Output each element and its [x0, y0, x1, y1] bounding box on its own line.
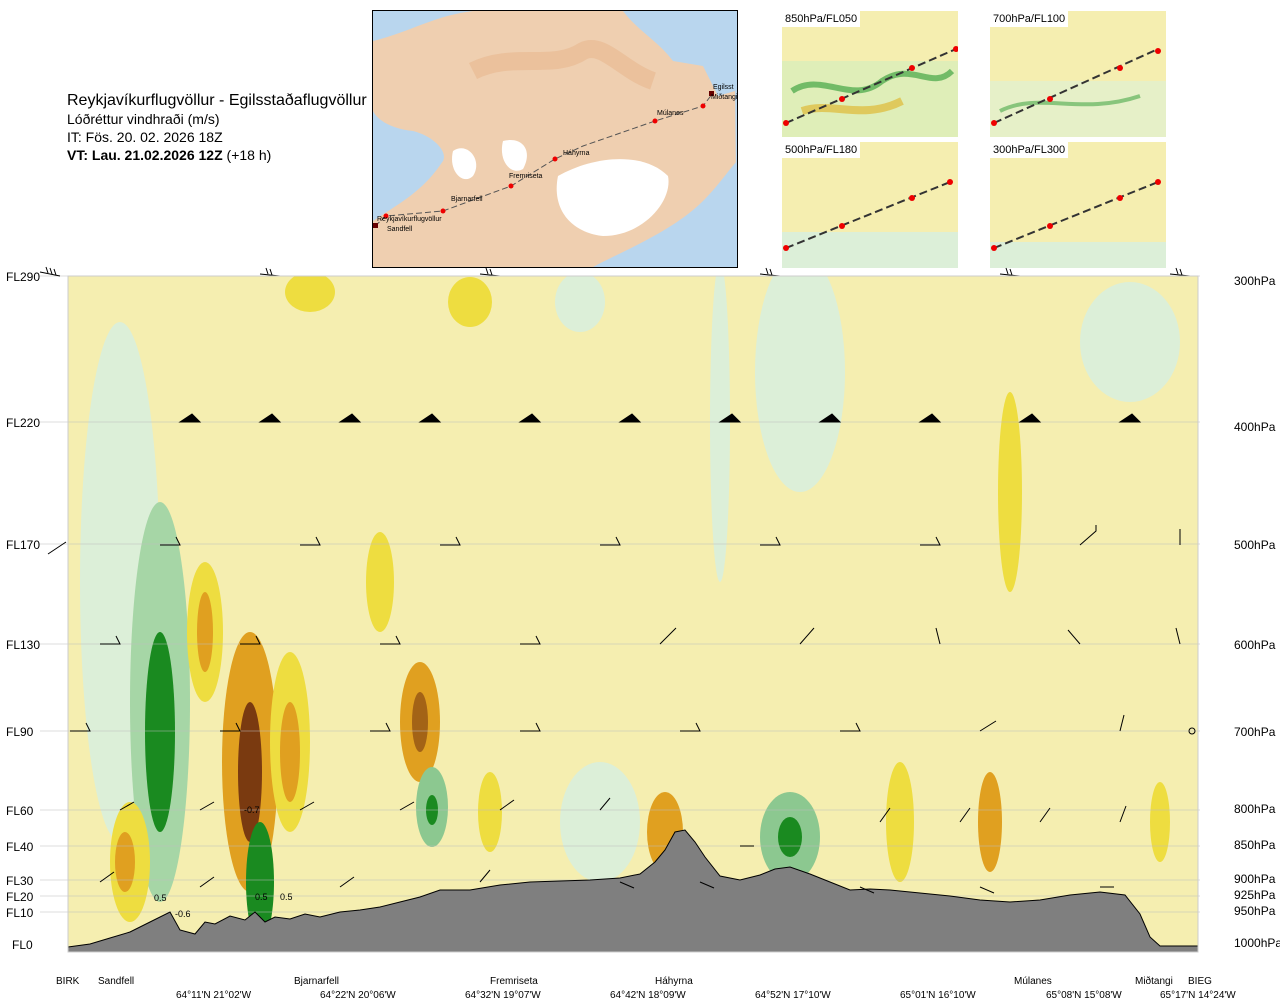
- minimap-label: 500hPa/FL180: [782, 142, 861, 158]
- waypoint-label: Bjarnarfell: [294, 976, 340, 987]
- hpa-label: 700hPa: [1234, 725, 1276, 739]
- coord-label: 64°22'N 20°06'W: [320, 990, 396, 1001]
- hpa-label: 500hPa: [1234, 538, 1276, 552]
- variable-label: Lóðréttur vindhraði (m/s): [67, 111, 220, 127]
- fl-label: FL40: [6, 840, 34, 854]
- minimap-500: 500hPa/FL180: [782, 142, 958, 268]
- fl-label: FL220: [6, 416, 41, 430]
- title-block: Reykjavíkurflugvöllur - Egilsstaðaflugvö…: [67, 92, 367, 164]
- map-label-egilsst: Egilsst: [713, 84, 734, 91]
- waypoint-label: BIRK: [56, 976, 80, 987]
- wind-barbs-low: [99, 797, 1127, 894]
- map-label-reykjavik: Reykjavíkurflugvöllur: [377, 216, 442, 223]
- fl-label: FL90: [6, 725, 34, 739]
- lead-time: (+18 h): [226, 147, 272, 163]
- hpa-label: 800hPa: [1234, 802, 1276, 816]
- fl-label: FL20: [6, 890, 34, 904]
- coord-label: 64°11'N 21°02'W: [176, 990, 252, 1001]
- minimap-label: 850hPa/FL050: [782, 11, 861, 27]
- wind-barbs-600: [100, 627, 1181, 645]
- contour-label: 0.5: [154, 893, 167, 903]
- minimap-label: 300hPa/FL300: [990, 142, 1069, 158]
- coord-label: 65°01'N 16°10'W: [900, 990, 976, 1001]
- coord-label: 64°32'N 19°07'W: [465, 990, 541, 1001]
- map-label-mulanes: Múlanes: [657, 110, 684, 117]
- terrain-profile: [67, 829, 1199, 953]
- fl-label: FL0: [12, 938, 33, 952]
- hpa-label: 850hPa: [1234, 838, 1276, 852]
- contour-label: -0.7: [244, 805, 260, 815]
- minimap-850-svg: [782, 46, 958, 137]
- waypoint-label: Miðtangi: [1135, 976, 1173, 987]
- fl-label: FL290: [6, 270, 41, 284]
- valid-time-line: VT: Lau. 21.02.2026 12Z (+18 h): [67, 146, 367, 164]
- waypoint-label: Háhyrna: [655, 976, 693, 987]
- contour-label: 0.5: [280, 892, 293, 902]
- wind-barbs-700: [70, 714, 1196, 735]
- issue-time: IT: Fös. 20. 02. 2026 18Z: [67, 129, 223, 145]
- contour-field: [80, 276, 1180, 942]
- hpa-label: 400hPa: [1234, 420, 1276, 434]
- minimap-300-svg: [990, 179, 1166, 268]
- map-label-sandfell: Sandfell: [387, 226, 413, 233]
- wind-barbs-300: [39, 266, 1191, 277]
- wind-barbs-500: [47, 525, 1181, 555]
- map-label-hahyrna: Háhyrna: [563, 150, 590, 157]
- coord-label: 64°42'N 18°09'W: [610, 990, 686, 1001]
- coord-label: 65°08'N 15°08'W: [1046, 990, 1122, 1001]
- valid-time: VT: Lau. 21.02.2026 12Z: [67, 147, 223, 163]
- minimap-850: 850hPa/FL050: [782, 11, 958, 137]
- fl-label: FL30: [6, 874, 34, 888]
- wind-barbs-400: [178, 413, 1142, 423]
- minimap-500-svg: [782, 179, 958, 268]
- minimap-300: 300hPa/FL300: [990, 142, 1166, 268]
- minimap-700-svg: [990, 48, 1166, 137]
- contour-labels: -0.7 0.5 -0.6 0.5 0.5: [154, 805, 293, 919]
- hpa-label: 925hPa: [1234, 888, 1276, 902]
- hpa-label: 950hPa: [1234, 904, 1276, 918]
- waypoint-label: Múlanes: [1014, 976, 1052, 987]
- plot-frame: [67, 275, 1199, 953]
- hpa-label: 900hPa: [1234, 872, 1276, 886]
- cross-section-chart: -0.7 0.5 -0.6 0.5 0.5: [39, 266, 1200, 953]
- contour-label: -0.6: [175, 909, 191, 919]
- fl-label: FL60: [6, 804, 34, 818]
- map-label-fremriseta: Fremriseta: [509, 173, 543, 180]
- fl-label: FL10: [6, 906, 34, 920]
- fl-label: FL130: [6, 638, 41, 652]
- hpa-label: 1000hPa: [1234, 936, 1280, 950]
- contour-label: 0.5: [255, 892, 268, 902]
- hpa-label: 300hPa: [1234, 274, 1276, 288]
- waypoint-label: BIEG: [1188, 976, 1212, 987]
- fl-label: FL170: [6, 538, 41, 552]
- waypoint-label: Fremriseta: [490, 976, 538, 987]
- waypoint-label: Sandfell: [98, 976, 135, 987]
- minimap-label: 700hPa/FL100: [990, 11, 1069, 27]
- chart-title: Reykjavíkurflugvöllur - Egilsstaðaflugvö…: [67, 92, 367, 109]
- hpa-label: 600hPa: [1234, 638, 1276, 652]
- coord-label: 64°52'N 17°10'W: [755, 990, 831, 1001]
- route-map: Reykjavíkurflugvöllur Sandfell Bjarnarfe…: [372, 10, 738, 268]
- route-map-svg: Reykjavíkurflugvöllur Sandfell Bjarnarfe…: [373, 11, 737, 267]
- map-label-midtangi: Miðtangi: [711, 93, 737, 101]
- coord-label: 65°17'N 14°24'W: [1160, 990, 1236, 1001]
- minimap-700: 700hPa/FL100: [990, 11, 1166, 137]
- map-label-bjarnarfell: Bjarnarfell: [451, 196, 483, 203]
